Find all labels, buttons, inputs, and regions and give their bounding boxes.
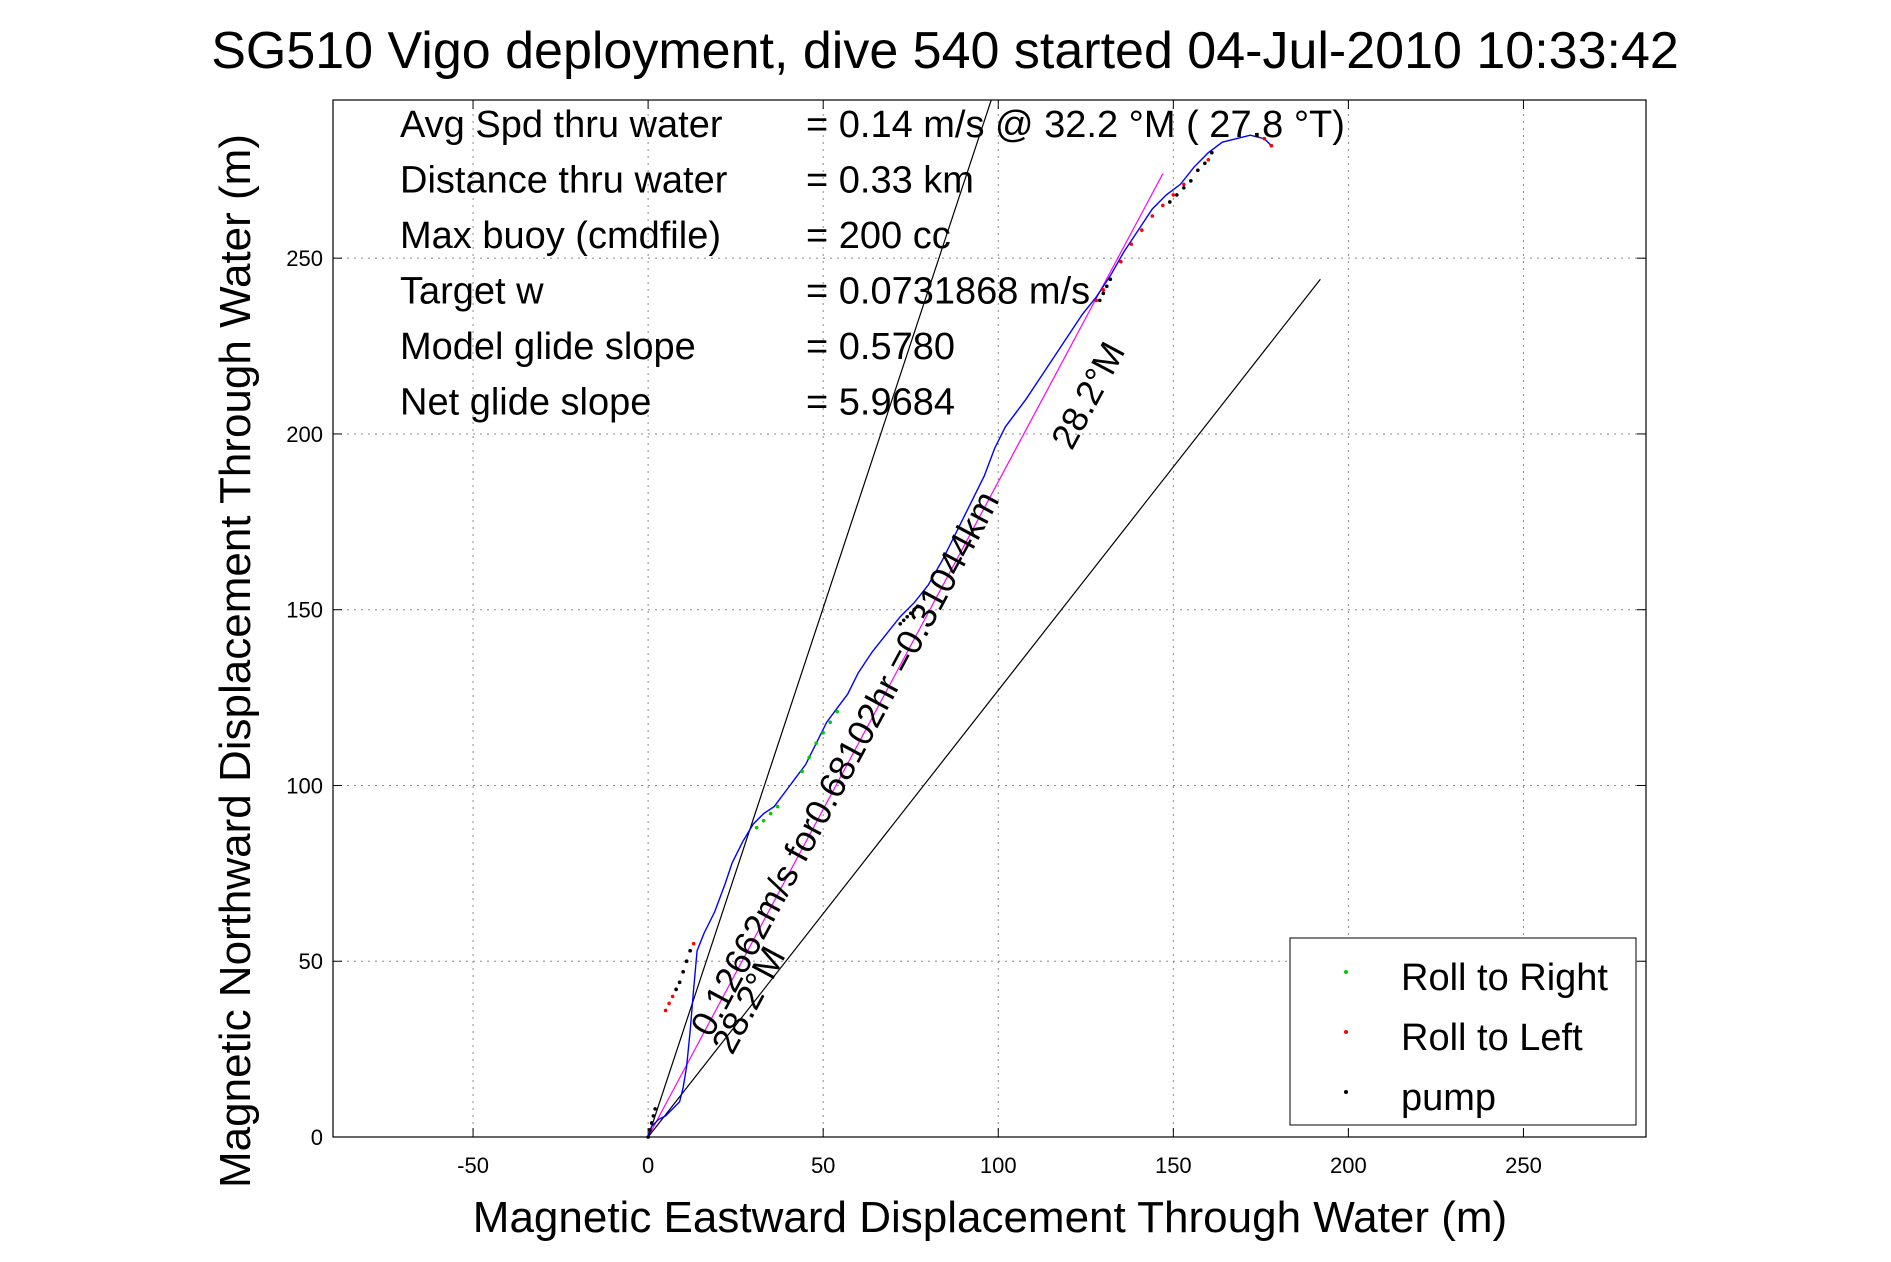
pump-point — [1189, 179, 1193, 183]
plot-frame — [332, 99, 1647, 1138]
stat-label: Net glide slope — [400, 382, 651, 424]
pump-point — [915, 604, 920, 608]
x-axis-label: Magnetic Eastward Displacement Through W… — [473, 1193, 1507, 1242]
pump-point — [1203, 161, 1207, 166]
roll-to-right-point — [754, 825, 759, 830]
pump-point — [1108, 277, 1113, 282]
pump-point — [1097, 298, 1102, 303]
pump-point — [1104, 284, 1109, 289]
legend-marker — [1344, 970, 1348, 974]
x-tick-label: 150 — [1155, 1153, 1192, 1178]
stat-label: Model glide slope — [400, 326, 696, 368]
bound-upper-line — [647, 99, 992, 1138]
roll-to-left-point — [1182, 182, 1186, 187]
legend-marker — [1344, 1090, 1348, 1094]
y-axis-label: Magnetic Northward Displacement Through … — [211, 134, 260, 1188]
legend-label: Roll to Right — [1401, 957, 1608, 999]
roll-to-left-point — [1171, 193, 1176, 197]
x-tick-label: 50 — [811, 1153, 835, 1178]
roll-to-left-point — [691, 941, 696, 946]
roll-to-left-point — [1269, 143, 1274, 148]
pump-point — [901, 618, 906, 623]
roll-to-left-point — [670, 994, 675, 999]
legend-marker — [1344, 1030, 1348, 1034]
pump-point — [1210, 150, 1214, 155]
roll-to-left-point — [1129, 242, 1134, 246]
pump-point — [1182, 186, 1186, 190]
x-tick-label: 100 — [980, 1153, 1017, 1178]
pump-point — [905, 614, 910, 619]
pump-point — [674, 987, 678, 992]
pump-point — [1168, 200, 1172, 204]
stat-value: = 0.5780 — [806, 326, 955, 368]
pump-point — [649, 1121, 654, 1125]
pump-point — [1101, 291, 1106, 296]
stat-value: = 5.9684 — [806, 382, 955, 424]
reference-lines — [647, 99, 1321, 1138]
stat-value: = 0.14 m/s @ 32.2 °M ( 27.8 °T) — [806, 104, 1345, 146]
roll-to-right-point — [768, 811, 773, 816]
roll-to-right-point — [821, 730, 825, 735]
roll-to-left-point — [663, 1008, 668, 1013]
pump-point — [908, 611, 913, 616]
y-tick-label: 0 — [311, 1125, 323, 1150]
stat-label: Max buoy (cmdfile) — [400, 215, 721, 257]
roll-to-left-point — [1140, 228, 1144, 232]
legend: Roll to Right Roll to Left pump — [1289, 937, 1637, 1126]
pump-point — [648, 1128, 652, 1132]
pump-point — [653, 1107, 657, 1111]
pump-point — [1196, 168, 1200, 173]
roll-to-left-point — [1206, 157, 1211, 162]
roll-to-right-point — [814, 741, 818, 746]
axis-ticks: -50 0 50 100 150 200 250 0 50 100 150 200 250 — [286, 100, 1646, 1178]
x-tick-label: -50 — [457, 1153, 489, 1178]
y-tick-label: 250 — [286, 246, 323, 271]
x-tick-label: 200 — [1330, 1153, 1367, 1178]
roll-to-left-point — [1161, 203, 1165, 208]
roll-to-right-point — [807, 755, 811, 760]
y-tick-label: 50 — [299, 949, 323, 974]
stats-block: Avg Spd thru water = 0.14 m/s @ 32.2 °M (… — [400, 104, 1345, 424]
legend-label: pump — [1401, 1077, 1496, 1119]
data-series — [646, 134, 1274, 1139]
pump-point — [677, 980, 682, 985]
stat-value: = 0.0731868 m/s — [806, 271, 1090, 313]
bound-lower-line — [647, 278, 1321, 1138]
roll-to-left-point — [1150, 214, 1155, 218]
pump-point — [1175, 193, 1179, 197]
roll-to-right-point — [761, 818, 766, 823]
heading-line — [647, 173, 1164, 1138]
roll-to-left-point — [667, 1001, 671, 1006]
roll-to-right-point — [835, 709, 839, 714]
x-tick-label: 250 — [1505, 1153, 1542, 1178]
track-series-line — [647, 134, 1272, 1138]
pump-point — [912, 607, 917, 612]
stat-value: = 200 cc — [806, 215, 951, 257]
y-tick-label: 150 — [286, 598, 323, 623]
roll-to-left-point — [1119, 259, 1123, 264]
roll-to-right-point — [828, 720, 832, 724]
chart-title: SG510 Vigo deployment, dive 540 started … — [211, 22, 1679, 80]
stat-label: Target w — [400, 271, 544, 313]
y-tick-label: 200 — [286, 422, 323, 447]
pump-point — [651, 1114, 656, 1118]
pump-point — [681, 969, 685, 974]
pump-point — [898, 621, 903, 626]
pump-point — [646, 1135, 650, 1139]
stat-label: Avg Spd thru water — [400, 104, 723, 146]
roll-to-left-point — [1094, 298, 1099, 303]
stat-value: = 0.33 km — [806, 160, 974, 202]
roll-to-left-point — [1262, 136, 1267, 141]
roll-to-left-point — [1101, 288, 1106, 292]
pump-point — [688, 948, 692, 953]
roll-to-right-point — [775, 804, 780, 809]
x-tick-label: 0 — [642, 1153, 654, 1178]
roll-to-right-point — [800, 769, 804, 774]
legend-label: Roll to Left — [1401, 1017, 1583, 1059]
y-tick-label: 100 — [286, 773, 323, 798]
stat-label: Distance thru water — [400, 160, 728, 202]
pump-point — [684, 959, 689, 964]
